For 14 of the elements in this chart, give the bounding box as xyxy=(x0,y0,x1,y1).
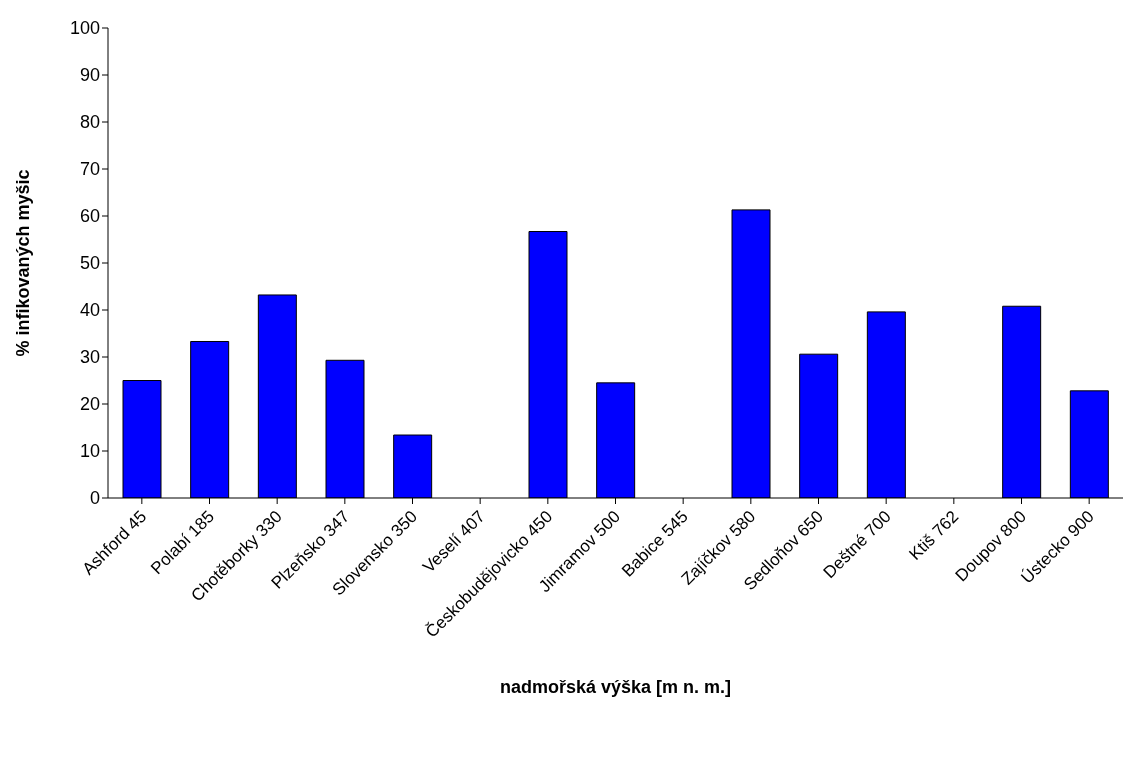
y-tick-label: 70 xyxy=(79,159,100,180)
y-tick-label: 40 xyxy=(79,300,100,321)
x-tick-label: Ktiš 762 xyxy=(905,507,963,564)
y-tick-label: 100 xyxy=(69,18,100,39)
y-tick-label: 10 xyxy=(79,441,100,462)
y-tick-label: 90 xyxy=(79,65,100,86)
y-tick-label: 30 xyxy=(79,347,100,368)
y-tick-label: 60 xyxy=(79,206,100,227)
x-axis-title: nadmořská výška [m n. m.] xyxy=(499,677,732,697)
y-tick-label: 80 xyxy=(79,112,100,133)
y-axis-title: % infikovaných myšic xyxy=(13,169,34,357)
y-tick-label: 20 xyxy=(79,394,100,415)
y-tick-label: 0 xyxy=(89,488,100,509)
y-tick-label: 50 xyxy=(79,253,100,274)
